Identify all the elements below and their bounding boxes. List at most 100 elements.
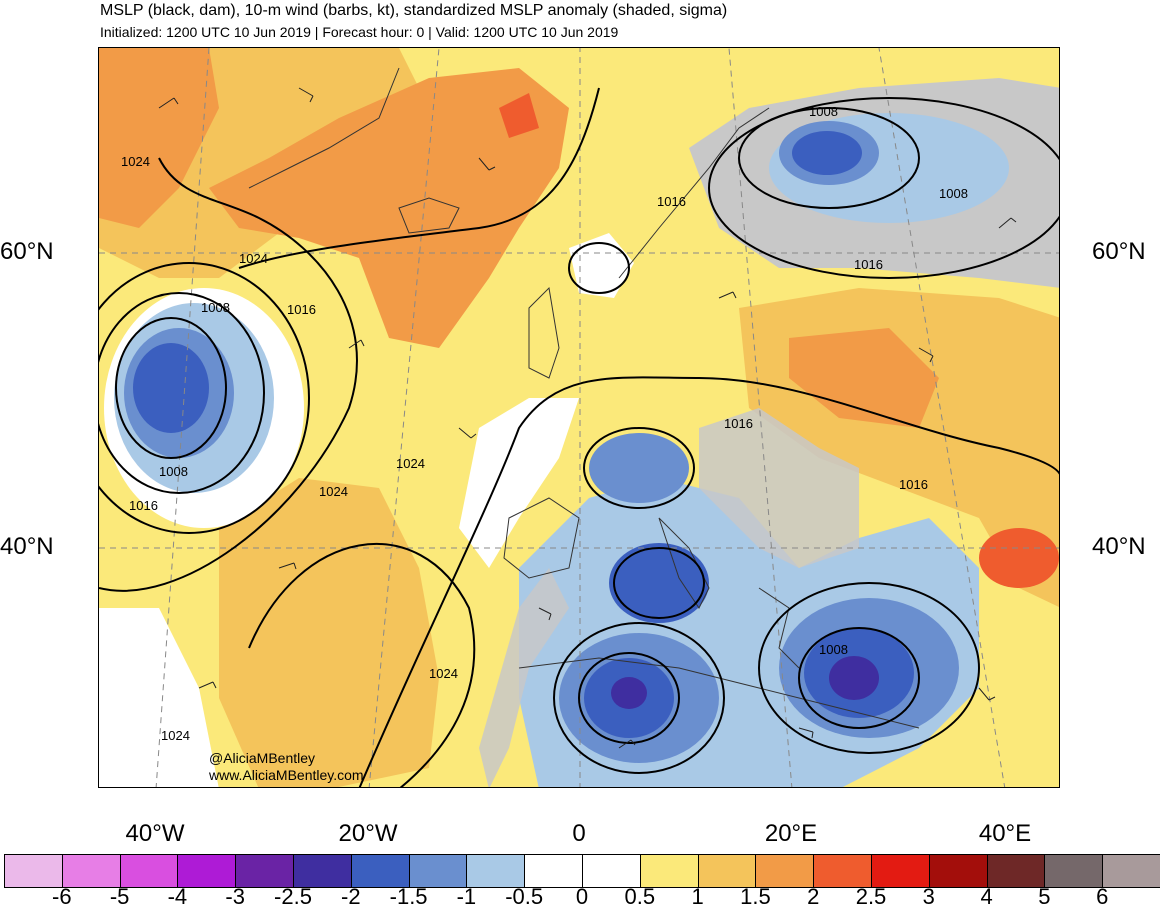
- colorbar-tick-label: -4: [167, 884, 188, 909]
- wind-barb: [718, 291, 737, 299]
- isobar-label: 1024: [319, 484, 348, 499]
- anomaly-orange-iceland: [209, 68, 569, 348]
- isobar-west-med-inner: [578, 652, 680, 744]
- colorbar-swatch: [293, 855, 352, 887]
- colorbar-swatch: [987, 855, 1046, 887]
- anomaly-indigo-east-med: [829, 656, 879, 700]
- isobar-labels: 1024 1024 1024 1024 1024 1024 1016 1016 …: [121, 104, 968, 743]
- credit-website: www.AliciaMBentley.com: [209, 767, 364, 783]
- lon-label-20w: 20°W: [338, 820, 398, 847]
- wind-barb: [278, 562, 297, 570]
- wind-barb: [298, 87, 314, 103]
- isobar-label: 1016: [287, 302, 316, 317]
- anomaly-darkblue-scandinavia: [792, 131, 862, 175]
- wind-barb: [618, 739, 636, 749]
- colorbar-tick-label: 0: [575, 884, 589, 909]
- colorbar-tick-label: 2: [807, 884, 820, 909]
- lat-label-right-40n: 40°N: [1092, 533, 1146, 560]
- wind-barb: [918, 347, 934, 363]
- colorbar-swatch: [62, 855, 121, 887]
- graticule-lon-20w: [368, 48, 440, 787]
- colorbar-swatch: [640, 855, 699, 887]
- anomaly-lightblue-france: [589, 433, 689, 503]
- colorbar-tick-label: -6: [52, 884, 72, 909]
- colorbar-swatch: [236, 855, 294, 887]
- isobar-low-west-inner: [115, 317, 227, 459]
- colorbar-tick-label: 5: [1038, 884, 1051, 909]
- colorbar-tick-label: 1: [691, 884, 704, 909]
- isobar-1016-europe: [358, 376, 1059, 787]
- isobar-low-west-1016: [99, 262, 310, 534]
- isobar-east-med-outer: [758, 582, 980, 754]
- lon-label-0: 0: [572, 820, 586, 847]
- isobar-1024-north: [238, 87, 600, 269]
- chart-title: MSLP (black, dam), 10-m wind (barbs, kt)…: [100, 2, 728, 19]
- wind-barb: [798, 727, 814, 739]
- lat-label-right-60n: 60°N: [1092, 238, 1146, 265]
- colorbar-tick-label: -0.5: [505, 884, 544, 909]
- colorbar-swatch: [1045, 855, 1104, 887]
- anomaly-orange-north-atlantic: [219, 478, 439, 787]
- map-panel: 1024 1024 1024 1024 1024 1024 1016 1016 …: [98, 47, 1060, 788]
- isobar-high-north-sea: [568, 242, 630, 294]
- wind-barb: [478, 157, 496, 171]
- graticule-lon-20e: [728, 48, 793, 787]
- isobar-scandinavia-1008: [738, 107, 920, 209]
- chart-subtitle: Initialized: 1200 UTC 10 Jun 2019 | Fore…: [100, 24, 619, 40]
- colorbar-tick-label: -3: [225, 884, 245, 909]
- isobar-west-med-outer: [553, 622, 725, 774]
- land-mask-europe: [479, 568, 569, 787]
- colorbar-tick-label: 6: [1096, 884, 1109, 909]
- colorbar-swatch: [814, 855, 872, 887]
- colorbar-swatch: [525, 855, 583, 887]
- colorbar-swatch: [756, 855, 815, 887]
- graticule: [99, 48, 1059, 787]
- anomaly-indigo-west-med: [611, 677, 647, 709]
- anomaly-red-iceland: [499, 93, 539, 138]
- colorbar-swatch: [351, 855, 410, 887]
- colorbar-swatch: [698, 855, 757, 887]
- coast-italy: [658, 517, 710, 609]
- isobar-label: 1016: [854, 257, 883, 272]
- coast-iceland: [398, 197, 460, 234]
- isobar-label: 1016: [657, 194, 686, 209]
- anomaly-darkblue-low-west: [133, 343, 209, 433]
- colorbar-swatch: [1103, 855, 1160, 887]
- lat-label-left-60n: 60°N: [0, 238, 54, 265]
- isobar-1024-west: [99, 157, 358, 592]
- colorbar-tick-label: 2.5: [855, 884, 887, 909]
- coast-british-isles: [528, 286, 560, 379]
- isobar-label: 1008: [201, 300, 230, 315]
- colorbar-swatch: [409, 855, 468, 887]
- isobars: [99, 87, 1059, 787]
- wind-barb: [198, 681, 217, 689]
- wind-barbs: [158, 87, 1017, 749]
- coastlines: [248, 67, 920, 729]
- isobar-label: 1008: [819, 642, 848, 657]
- isobar-label: 1016: [899, 477, 928, 492]
- colorbar-swatch: [929, 855, 988, 887]
- colorbar: [4, 854, 1160, 888]
- colorbar-swatch: [582, 855, 641, 887]
- isobar-low-west-1008: [99, 292, 265, 494]
- coast-north-africa: [518, 657, 920, 729]
- isobar-label: 1024: [429, 666, 458, 681]
- isobar-label: 1024: [396, 456, 425, 471]
- colorbar-tick-label: 3: [922, 884, 935, 909]
- coast-iberia: [503, 497, 580, 579]
- isobar-label: 1016: [724, 416, 753, 431]
- lon-label-20e: 20°E: [764, 820, 818, 847]
- colorbar-tick-label: 1.5: [740, 884, 771, 909]
- colorbar-tick-label: -1.5: [389, 884, 428, 909]
- wind-barb: [458, 427, 477, 439]
- coast-greece: [758, 587, 800, 669]
- isobar-1024-atlantic: [248, 543, 476, 787]
- coast-greenland: [248, 67, 400, 189]
- isobar-label: 1016: [129, 498, 158, 513]
- colorbar-tick-label: 4: [980, 884, 993, 909]
- colorbar-swatch: [467, 855, 526, 887]
- colorbar-tick-label: -2: [341, 884, 361, 909]
- anomaly-white-azores: [99, 608, 219, 787]
- colorbar-tick-label: -1: [456, 884, 477, 909]
- wind-barb: [158, 97, 179, 109]
